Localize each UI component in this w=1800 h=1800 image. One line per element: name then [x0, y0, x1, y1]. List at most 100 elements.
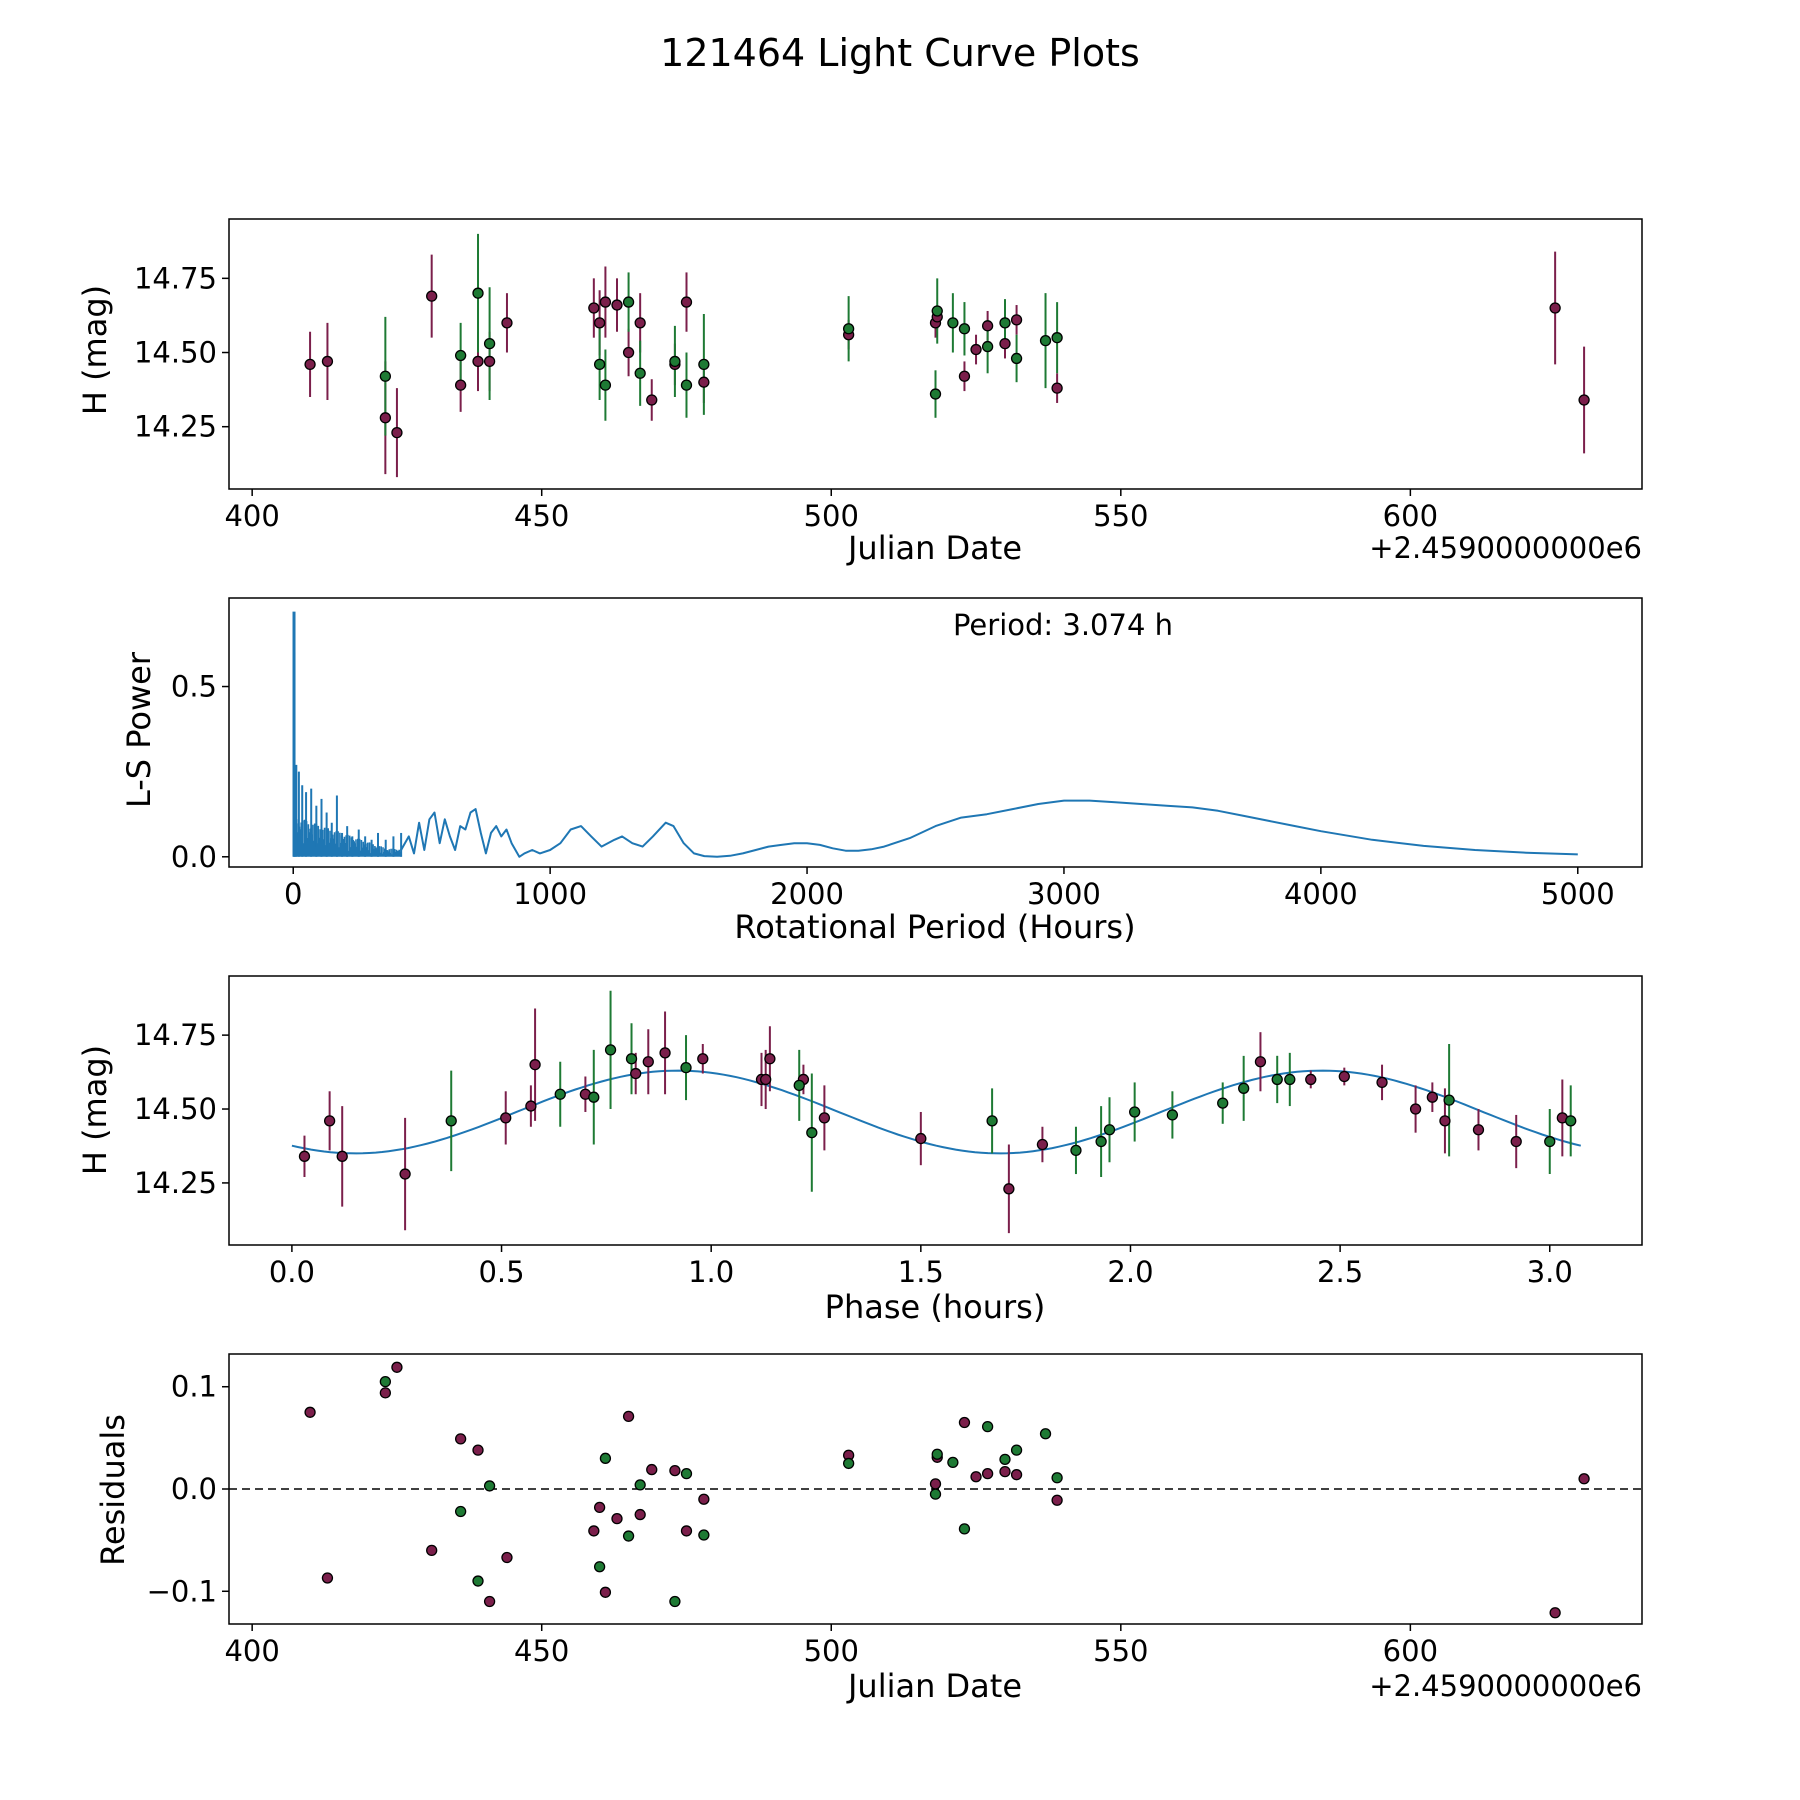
residuals-point-green: [981, 1420, 994, 1433]
phased-point-green: [1284, 1073, 1296, 1086]
periodogram-xtick-label: 3000: [1027, 877, 1101, 911]
lightcurve-point-maroon: [321, 355, 334, 368]
periodogram-xtick-label: 4000: [1284, 877, 1358, 911]
lightcurve-point-maroon: [588, 302, 600, 314]
residuals-xtick-label: 550: [1093, 1634, 1148, 1668]
residuals-point-green: [931, 1448, 943, 1460]
phased-point-maroon: [1376, 1076, 1388, 1089]
lightcurve-point-maroon: [646, 394, 658, 406]
lightcurve-xtick-label: 450: [514, 499, 569, 533]
lightcurve-point-green: [947, 317, 959, 329]
residuals-ytick-label: 0.1: [171, 1370, 217, 1404]
residuals-xtick-label: 500: [804, 1634, 859, 1668]
phased-point-green: [445, 1115, 457, 1127]
residuals-point-maroon: [472, 1444, 484, 1456]
lightcurve-point-green: [958, 323, 971, 335]
lightcurve-point-green: [379, 370, 392, 382]
phased-point-maroon: [1338, 1070, 1350, 1083]
residuals-point-maroon: [454, 1433, 467, 1445]
phased-ylabel: H (mag): [76, 1045, 114, 1175]
phased-point-green: [1095, 1135, 1107, 1148]
phased-point-maroon: [1305, 1073, 1317, 1086]
residuals-point-maroon: [646, 1463, 658, 1476]
lightcurve-point-green: [929, 388, 942, 400]
lightcurve-point-maroon: [1051, 382, 1063, 394]
residuals-point-green: [698, 1529, 710, 1541]
phased-point-maroon: [1472, 1124, 1485, 1136]
phased-point-maroon: [1426, 1091, 1439, 1103]
residuals-point-maroon: [611, 1513, 623, 1525]
phased-point-maroon: [500, 1112, 512, 1124]
residuals-point-green: [622, 1530, 635, 1542]
phased-point-maroon: [760, 1073, 772, 1086]
residuals-point-maroon: [483, 1595, 496, 1608]
residuals-point-green: [999, 1453, 1011, 1465]
residuals-point-maroon: [970, 1471, 982, 1483]
phased-point-maroon: [1036, 1138, 1049, 1151]
residuals-point-green: [680, 1468, 693, 1480]
phased-point-green: [1070, 1144, 1082, 1157]
phased-xtick-label: 1.0: [688, 1255, 734, 1289]
phased-point-maroon: [1254, 1056, 1267, 1068]
phased-point-green: [680, 1061, 692, 1074]
phased-ytick-label: 14.75: [134, 1018, 217, 1052]
periodogram-panel: Rotational Period (Hours) L-S Power Peri…: [120, 597, 1643, 946]
residuals-point-maroon: [426, 1544, 438, 1557]
lightcurve-point-maroon: [454, 379, 467, 391]
residuals-point-green: [634, 1479, 646, 1491]
residuals-point-maroon: [958, 1416, 971, 1429]
residuals-point-maroon: [588, 1525, 600, 1537]
periodogram-frame: [228, 597, 1643, 868]
phased-point-maroon: [1439, 1115, 1451, 1127]
phased-point-green: [1129, 1106, 1141, 1118]
phased-point-green: [1544, 1135, 1556, 1148]
phased-point-green: [1238, 1082, 1250, 1094]
phased-point-maroon: [1510, 1135, 1522, 1148]
figure-title: 121464 Light Curve Plots: [660, 31, 1140, 75]
residuals-point-green: [599, 1452, 612, 1464]
lightcurve-point-maroon: [501, 317, 513, 329]
residuals-point-green: [1051, 1472, 1063, 1484]
phased-point-maroon: [529, 1059, 541, 1071]
lightcurve-point-green: [698, 358, 710, 371]
lightcurve-point-maroon: [1578, 394, 1590, 406]
phased-point-green: [1443, 1094, 1455, 1106]
lightcurve-point-maroon: [622, 346, 635, 359]
lightcurve-point-maroon: [958, 370, 971, 382]
phased-xtick-label: 2.5: [1317, 1255, 1363, 1289]
lightcurve-point-green: [599, 379, 612, 391]
lightcurve-point-maroon: [680, 296, 693, 308]
phased-point-maroon: [659, 1047, 671, 1059]
residuals-xlabel: Julian Date: [846, 1667, 1022, 1705]
residuals-point-green: [472, 1575, 484, 1587]
phased-xtick-label: 0.0: [269, 1255, 315, 1289]
lightcurve-point-maroon: [981, 320, 994, 332]
lightcurve-point-maroon: [634, 317, 646, 329]
residuals-point-green: [929, 1488, 942, 1500]
phased-point-maroon: [697, 1053, 709, 1065]
phased-point-green: [1271, 1073, 1283, 1086]
lightcurve-point-maroon: [1549, 302, 1561, 314]
phased-point-green: [1217, 1097, 1229, 1109]
phased-point-maroon: [630, 1067, 642, 1080]
residuals-panel: Julian Date Residuals +2.4590000000e6 40…: [94, 1353, 1643, 1705]
residuals-point-maroon: [999, 1465, 1011, 1478]
lightcurve-point-green: [1051, 332, 1063, 344]
periodogram-xtick-label: 5000: [1541, 877, 1615, 911]
lightcurve-point-green: [634, 367, 646, 379]
phased-point-green: [793, 1079, 805, 1092]
lightcurve-point-maroon: [391, 426, 403, 439]
lightcurve-point-maroon: [999, 337, 1011, 350]
residuals-point-maroon: [1010, 1469, 1023, 1481]
lightcurve-point-maroon: [379, 412, 392, 424]
lightcurve-point-maroon: [426, 290, 438, 302]
phased-xtick-label: 1.5: [898, 1255, 944, 1289]
residuals-xtick-label: 400: [224, 1634, 279, 1668]
lightcurve-point-green: [472, 287, 484, 299]
lightcurve-point-maroon: [698, 376, 710, 388]
lightcurve-ylabel: H (mag): [76, 285, 114, 415]
periodogram-ytick-label: 0.5: [171, 670, 217, 704]
residuals-point-green: [1010, 1444, 1023, 1456]
phased-xtick-label: 3.0: [1527, 1255, 1573, 1289]
